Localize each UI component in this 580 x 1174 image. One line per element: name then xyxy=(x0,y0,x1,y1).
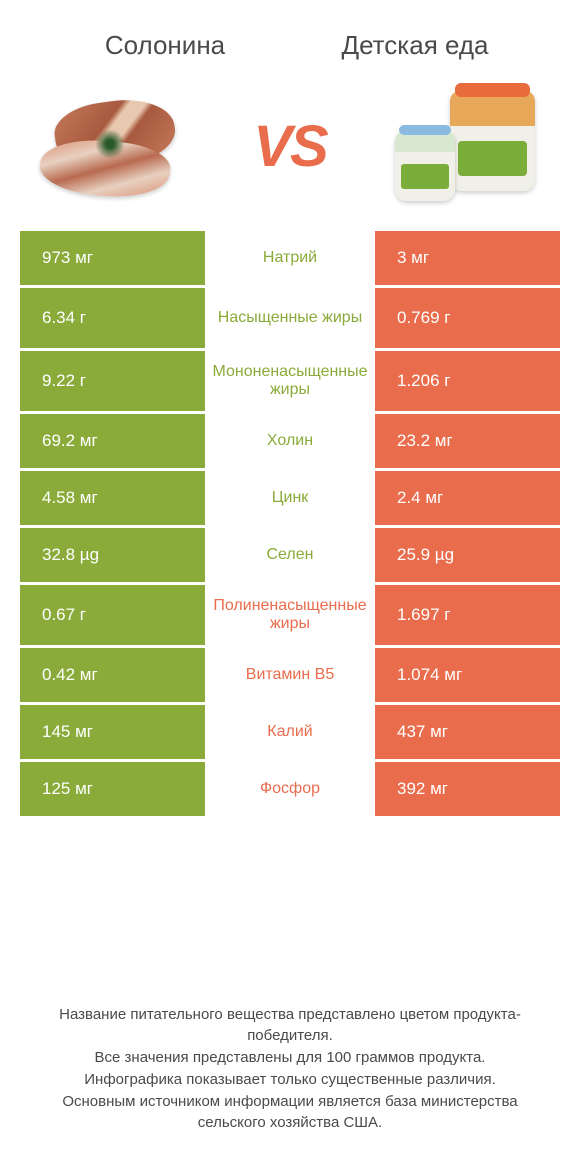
left-value-cell: 145 мг xyxy=(20,705,205,759)
table-row: 973 мгНатрий3 мг xyxy=(20,231,560,285)
vs-label: VS xyxy=(253,113,326,180)
left-value-cell: 6.34 г xyxy=(20,288,205,348)
nutrient-name-cell: Фосфор xyxy=(205,762,375,816)
right-value-cell: 1.074 мг xyxy=(375,648,560,702)
header: Солонина Детская еда xyxy=(0,0,580,71)
right-value-cell: 392 мг xyxy=(375,762,560,816)
footer-notes: Название питательного вещества представл… xyxy=(30,1004,550,1135)
left-product-image xyxy=(30,81,200,211)
right-value-cell: 2.4 мг xyxy=(375,471,560,525)
table-row: 6.34 гНасыщенные жиры0.769 г xyxy=(20,288,560,348)
table-row: 145 мгКалий437 мг xyxy=(20,705,560,759)
nutrient-name-cell: Насыщенные жиры xyxy=(205,288,375,348)
nutrient-name-cell: Селен xyxy=(205,528,375,582)
left-value-cell: 0.67 г xyxy=(20,585,205,645)
left-value-cell: 32.8 µg xyxy=(20,528,205,582)
right-value-cell: 1.697 г xyxy=(375,585,560,645)
nutrient-name-cell: Витамин B5 xyxy=(205,648,375,702)
right-value-cell: 437 мг xyxy=(375,705,560,759)
left-value-cell: 125 мг xyxy=(20,762,205,816)
nutrient-table: 973 мгНатрий3 мг6.34 гНасыщенные жиры0.7… xyxy=(20,231,560,816)
right-value-cell: 1.206 г xyxy=(375,351,560,411)
left-value-cell: 69.2 мг xyxy=(20,414,205,468)
table-row: 0.67 гПолиненасыщенные жиры1.697 г xyxy=(20,585,560,645)
right-value-cell: 25.9 µg xyxy=(375,528,560,582)
right-value-cell: 3 мг xyxy=(375,231,560,285)
nutrient-name-cell: Холин xyxy=(205,414,375,468)
table-row: 125 мгФосфор392 мг xyxy=(20,762,560,816)
left-product-title: Солонина xyxy=(40,30,290,61)
table-row: 69.2 мгХолин23.2 мг xyxy=(20,414,560,468)
left-value-cell: 0.42 мг xyxy=(20,648,205,702)
left-value-cell: 4.58 мг xyxy=(20,471,205,525)
table-row: 32.8 µgСелен25.9 µg xyxy=(20,528,560,582)
right-value-cell: 23.2 мг xyxy=(375,414,560,468)
table-row: 9.22 гМононенасыщенные жиры1.206 г xyxy=(20,351,560,411)
nutrient-name-cell: Полиненасыщенные жиры xyxy=(205,585,375,645)
right-value-cell: 0.769 г xyxy=(375,288,560,348)
nutrient-name-cell: Калий xyxy=(205,705,375,759)
footer-line: Название питательного вещества представл… xyxy=(30,1004,550,1048)
nutrient-name-cell: Цинк xyxy=(205,471,375,525)
footer-line: Инфографика показывает только существенн… xyxy=(30,1069,550,1091)
baby-food-jars-icon xyxy=(385,81,545,211)
footer-line: Все значения представлены для 100 граммо… xyxy=(30,1047,550,1069)
table-row: 0.42 мгВитамин B51.074 мг xyxy=(20,648,560,702)
nutrient-name-cell: Мононенасыщенные жиры xyxy=(205,351,375,411)
table-row: 4.58 мгЦинк2.4 мг xyxy=(20,471,560,525)
images-row: VS xyxy=(0,71,580,231)
right-product-title: Детская еда xyxy=(290,30,540,61)
nutrient-name-cell: Натрий xyxy=(205,231,375,285)
bacon-icon xyxy=(35,91,195,201)
right-product-image xyxy=(380,81,550,211)
left-value-cell: 973 мг xyxy=(20,231,205,285)
footer-line: Основным источником информации является … xyxy=(30,1091,550,1135)
left-value-cell: 9.22 г xyxy=(20,351,205,411)
